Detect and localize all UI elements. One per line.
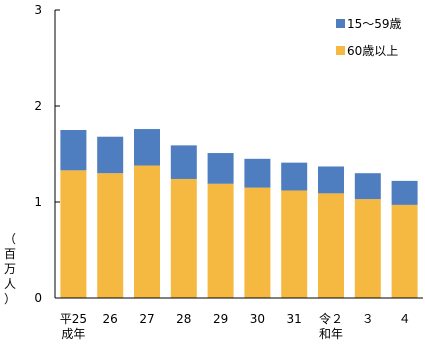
y-axis-label-char: （ [3, 232, 16, 246]
bar-segment-age-60-plus [281, 190, 308, 298]
x-tick-label: 28 [176, 312, 191, 326]
x-tick-label: 26 [103, 312, 118, 326]
legend-label: 60歳以上 [347, 44, 398, 58]
bar-segment-age-60-plus [207, 183, 234, 298]
x-tick-label: ３ [362, 312, 374, 326]
x-tick-label: 令２ [319, 311, 343, 326]
x-tick-label: 30 [250, 312, 265, 326]
bar-segment-age-15-59 [134, 129, 160, 166]
bar-segment-age-15-59 [170, 145, 197, 179]
legend-swatch [336, 19, 345, 28]
y-tick-label: 3 [34, 3, 42, 17]
bar-segment-age-60-plus [318, 193, 344, 298]
bar-segment-age-15-59 [97, 136, 124, 174]
x-tick-label: 29 [213, 312, 228, 326]
bar-segment-age-15-59 [281, 162, 308, 191]
y-tick-label: 0 [34, 291, 42, 305]
bar-segment-age-60-plus [97, 173, 124, 298]
x-tick-label: ４ [399, 312, 411, 326]
bar-segment-age-15-59 [244, 158, 271, 188]
bar-segment-age-60-plus [134, 165, 160, 298]
bar-segment-age-60-plus [170, 178, 197, 298]
x-tick-label: 31 [287, 312, 302, 326]
y-tick-label: 2 [34, 99, 42, 113]
legend: 15～59歳 60歳以上 [336, 17, 402, 58]
bar-segment-age-15-59 [391, 180, 418, 205]
bar-segment-age-15-59 [207, 153, 234, 184]
y-axis-label-char: 人 [3, 277, 16, 291]
bar-segment-age-15-59 [60, 130, 87, 171]
bar-segment-age-15-59 [318, 166, 344, 194]
legend-swatch [336, 46, 345, 55]
x-tick-label: 和年 [319, 327, 343, 341]
bar-segment-age-60-plus [60, 170, 87, 298]
y-axis-label-char: ） [3, 292, 16, 306]
y-axis-label-char: 万 [3, 262, 16, 276]
legend-label: 15～59歳 [347, 17, 402, 31]
x-tick-label: 平25 [60, 312, 87, 326]
bars-layer [60, 129, 418, 298]
y-ticks: 0 1 2 3 [34, 3, 60, 305]
y-axis-label-char: 百 [3, 247, 16, 261]
y-tick-label: 1 [34, 195, 42, 209]
bar-segment-age-60-plus [391, 204, 418, 298]
y-axis-label: （百万人） [2, 232, 18, 307]
bar-segment-age-15-59 [354, 173, 381, 200]
bar-segment-age-60-plus [354, 199, 381, 298]
bar-segment-age-60-plus [244, 187, 271, 298]
x-tick-label: 成年 [61, 327, 85, 341]
x-tick-label: 27 [139, 312, 154, 326]
